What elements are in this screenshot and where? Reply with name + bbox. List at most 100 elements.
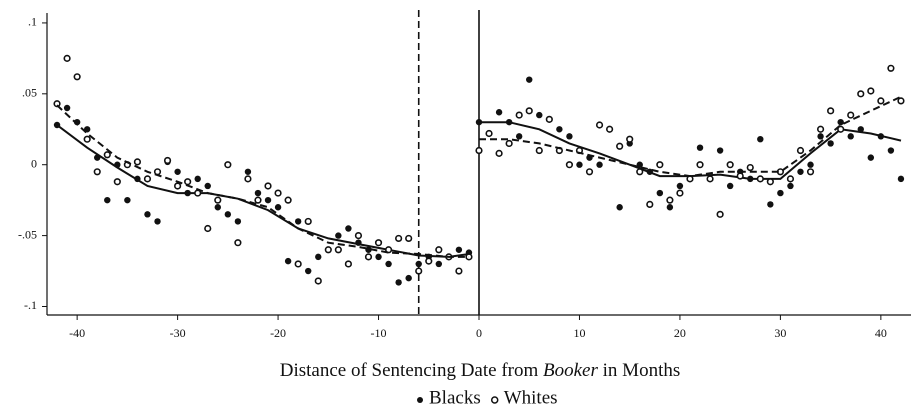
point (314, 277, 322, 285)
y-tick-label: .05 (22, 86, 37, 100)
point (887, 64, 895, 72)
point (254, 189, 262, 197)
point (254, 196, 262, 204)
point (495, 149, 503, 157)
point (133, 158, 142, 166)
point (867, 154, 875, 161)
point (154, 218, 161, 225)
y-tick-label: -.1 (24, 298, 37, 312)
point (104, 196, 111, 204)
point (294, 218, 302, 225)
point (475, 146, 483, 155)
point (425, 257, 433, 265)
point (837, 125, 845, 133)
point (234, 239, 242, 247)
fit-line (479, 95, 902, 178)
point (676, 189, 684, 197)
point (545, 115, 553, 123)
point (816, 125, 825, 133)
point (806, 168, 815, 176)
point (807, 161, 814, 168)
point (525, 107, 533, 115)
point (274, 204, 282, 211)
point (294, 260, 302, 268)
point (144, 211, 151, 218)
point (636, 168, 644, 176)
point (194, 175, 201, 183)
point (696, 161, 704, 169)
x-tick-label: 20 (674, 326, 686, 340)
point (83, 135, 91, 143)
x-axis-title: Distance of Sentencing Date from Booker … (280, 360, 681, 381)
point (706, 175, 714, 183)
point (566, 133, 573, 140)
point (324, 246, 332, 254)
point (214, 196, 222, 204)
point (405, 274, 412, 282)
point (174, 168, 181, 175)
point (93, 168, 101, 176)
point (384, 246, 393, 254)
point (435, 246, 443, 254)
point (73, 73, 81, 81)
point (224, 211, 232, 218)
point (616, 142, 624, 150)
point (63, 54, 71, 62)
point (204, 182, 211, 190)
point (756, 175, 764, 183)
point (887, 147, 895, 154)
x-tick-label: 10 (573, 326, 585, 340)
point (103, 151, 111, 159)
point (395, 234, 403, 243)
point (374, 239, 383, 247)
x-tick-label: -40 (69, 326, 85, 340)
x-tick-label: -30 (170, 326, 186, 340)
point (405, 234, 413, 243)
point (827, 107, 835, 115)
point (113, 178, 121, 186)
point (827, 140, 834, 147)
point (264, 182, 272, 190)
point (847, 133, 854, 140)
legend-marker (490, 396, 499, 404)
point (234, 218, 242, 225)
point (335, 232, 342, 239)
point (415, 260, 422, 268)
point (204, 224, 212, 233)
point (536, 111, 543, 119)
point (596, 161, 603, 168)
point (344, 260, 352, 268)
point (224, 161, 232, 169)
x-tick-label: -20 (270, 326, 286, 340)
point (63, 104, 71, 112)
point (214, 204, 221, 211)
y-tick-label: 0 (31, 156, 37, 170)
point (364, 253, 373, 261)
point (535, 146, 543, 155)
point (345, 225, 352, 232)
point (656, 189, 664, 197)
legend-label: Whites (504, 387, 558, 408)
x-axis-title-part: Booker (543, 360, 598, 381)
point (515, 133, 523, 140)
point (897, 97, 905, 105)
point (636, 161, 643, 168)
point (264, 196, 272, 204)
point (595, 121, 604, 129)
point (556, 126, 563, 133)
point (124, 196, 131, 204)
x-axis-title-part: in Months (598, 360, 680, 381)
point (174, 182, 182, 190)
point (726, 182, 734, 190)
point (847, 111, 855, 119)
point (395, 279, 402, 286)
legend-label: Blacks (429, 387, 481, 408)
point (435, 260, 443, 268)
y-tick-label: .1 (28, 15, 37, 29)
point (495, 109, 503, 116)
fit-line (56, 104, 469, 258)
point (505, 139, 513, 148)
point (716, 147, 724, 154)
point (184, 178, 192, 186)
point (485, 129, 493, 138)
